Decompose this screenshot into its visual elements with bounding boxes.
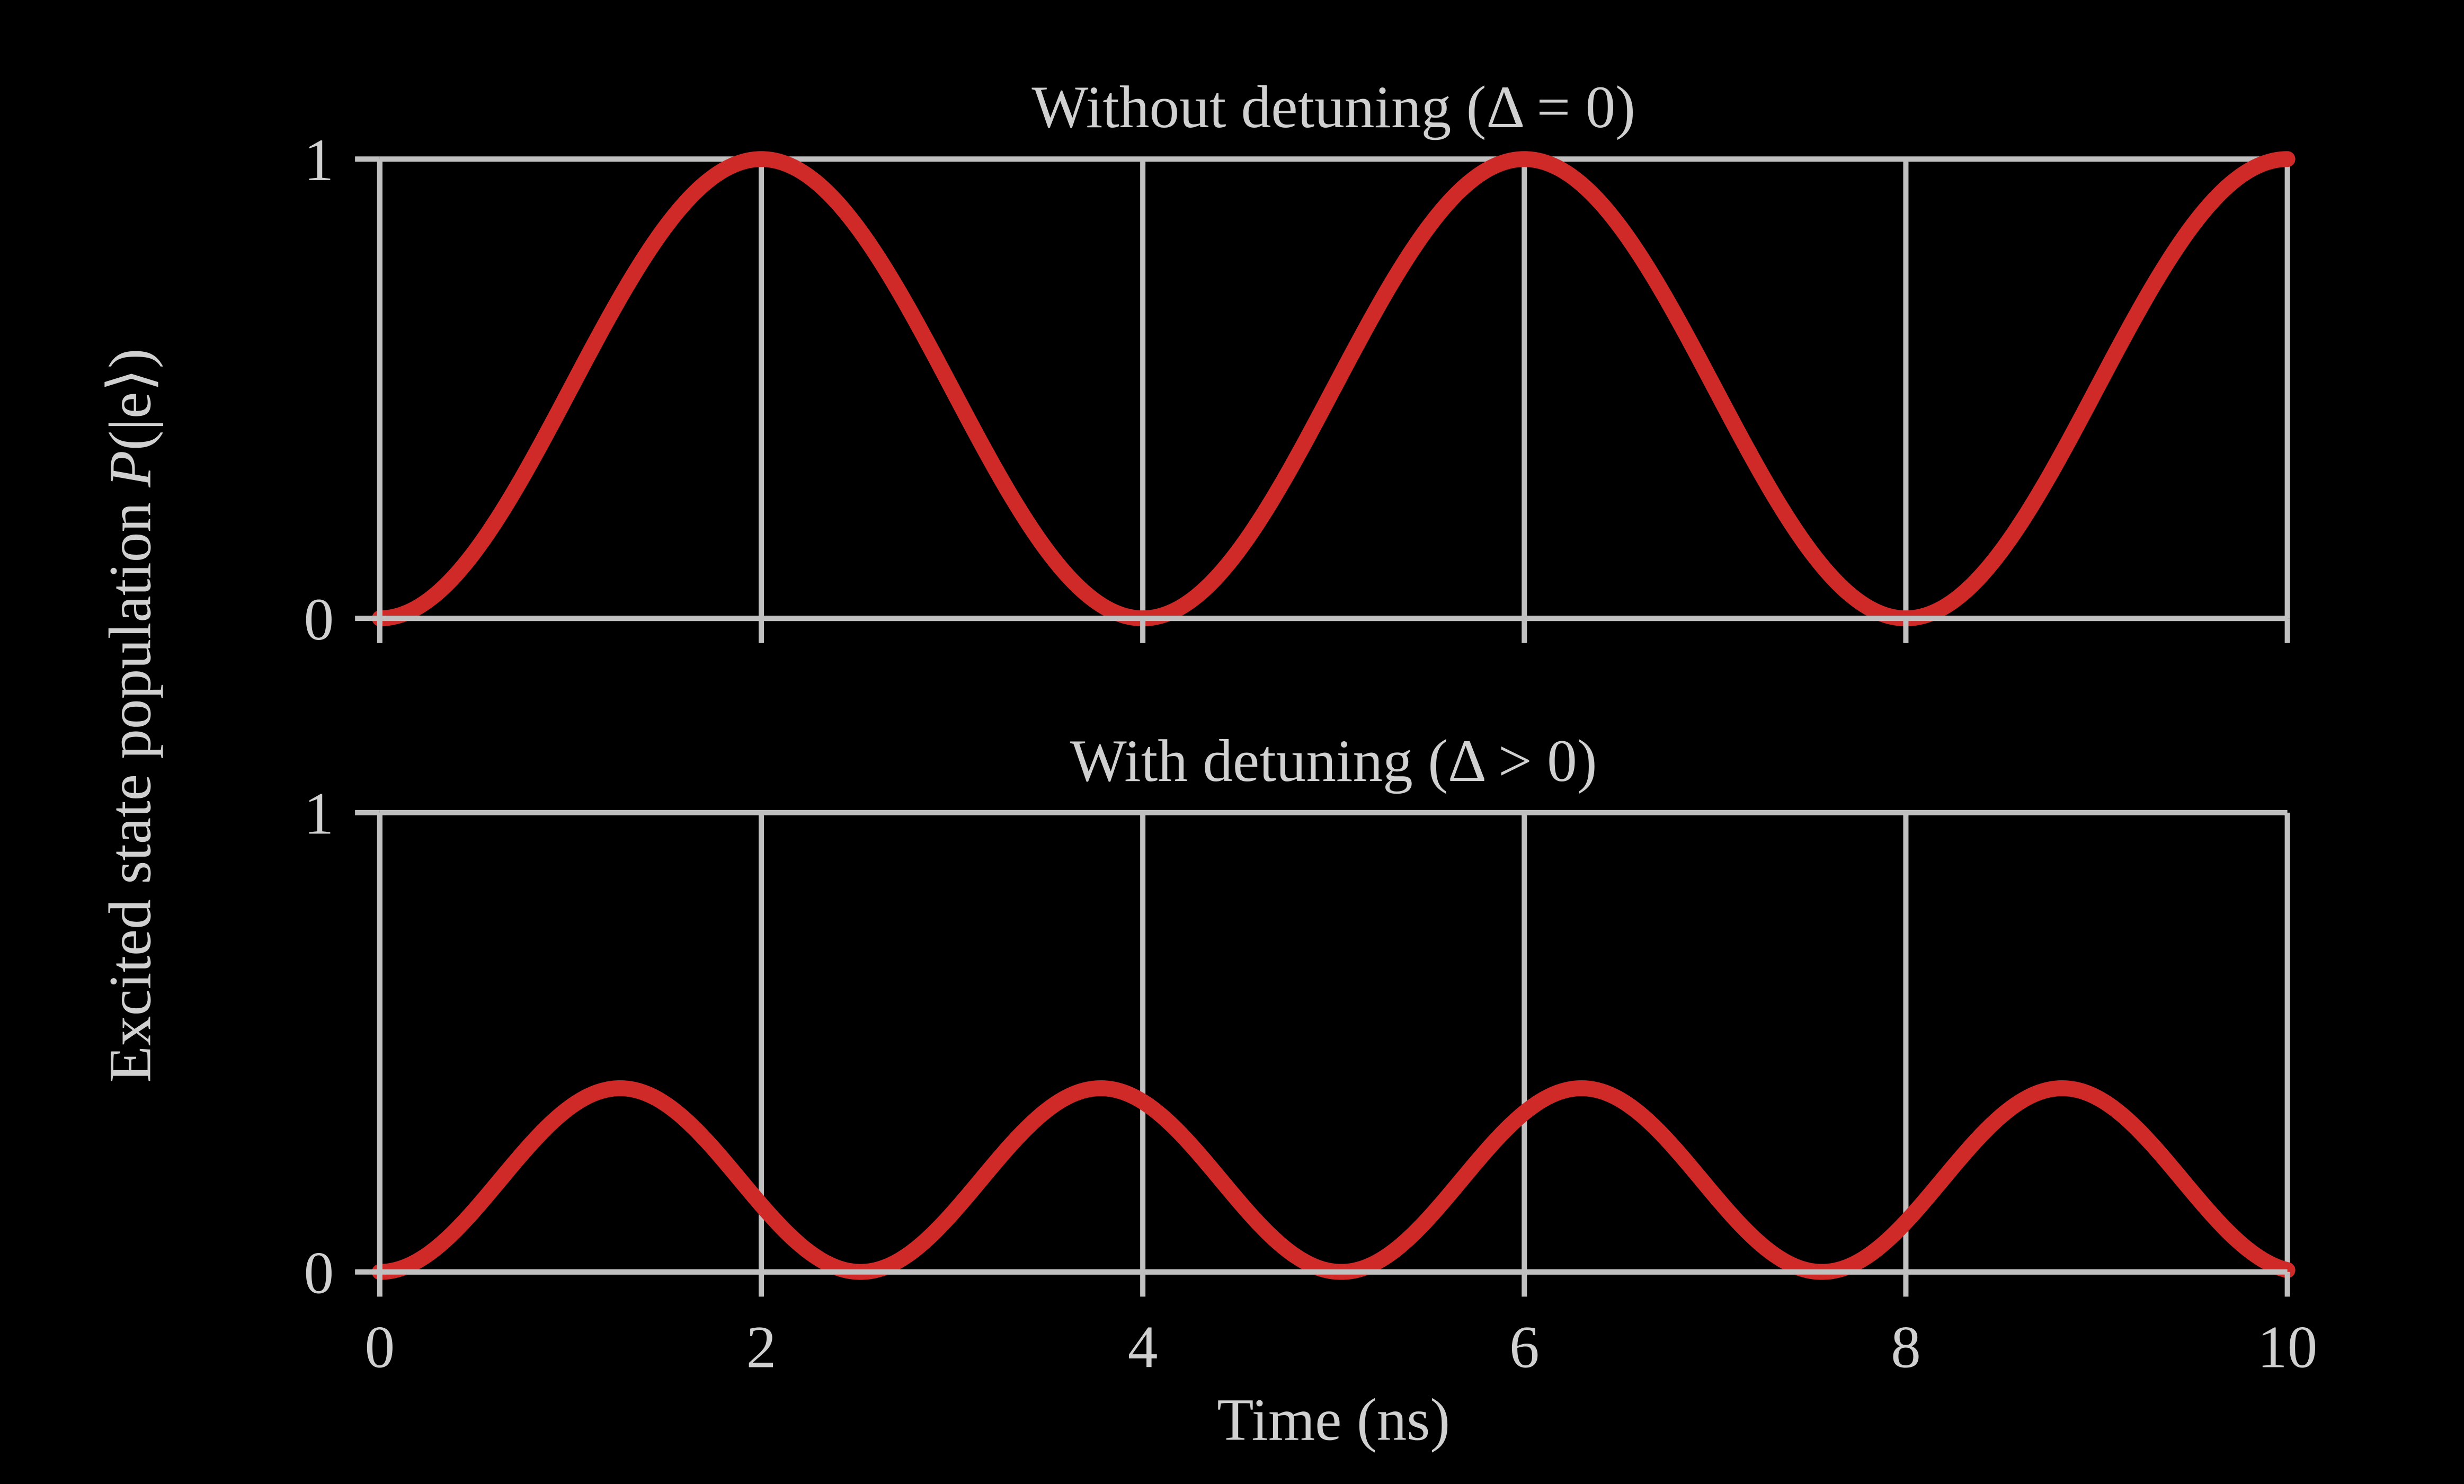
rabi-oscillation-figure: Excited state population P(|e⟩) Time (ns)… (0, 0, 2464, 1484)
panel-title-bottom: With detuning (Δ > 0) (1070, 727, 1597, 794)
y-axis-label: Excited state population P(|e⟩) (96, 349, 163, 1083)
x-tick-label: 2 (746, 1314, 777, 1381)
y-tick-label: 1 (304, 127, 334, 193)
x-tick-label: 6 (1509, 1314, 1540, 1381)
y-tick-label: 0 (304, 1239, 334, 1306)
x-tick-label: 10 (2257, 1314, 2317, 1381)
x-tick-label: 0 (364, 1314, 395, 1381)
x-axis-label: Time (ns) (1217, 1386, 1450, 1453)
y-tick-label: 0 (304, 586, 334, 653)
panel-title-top: Without detuning (Δ = 0) (1031, 74, 1635, 140)
figure-svg: Excited state population P(|e⟩) Time (ns)… (0, 0, 2464, 1484)
x-tick-label: 8 (1891, 1314, 1921, 1381)
x-tick-label: 4 (1128, 1314, 1158, 1381)
y-tick-label: 1 (304, 780, 334, 847)
